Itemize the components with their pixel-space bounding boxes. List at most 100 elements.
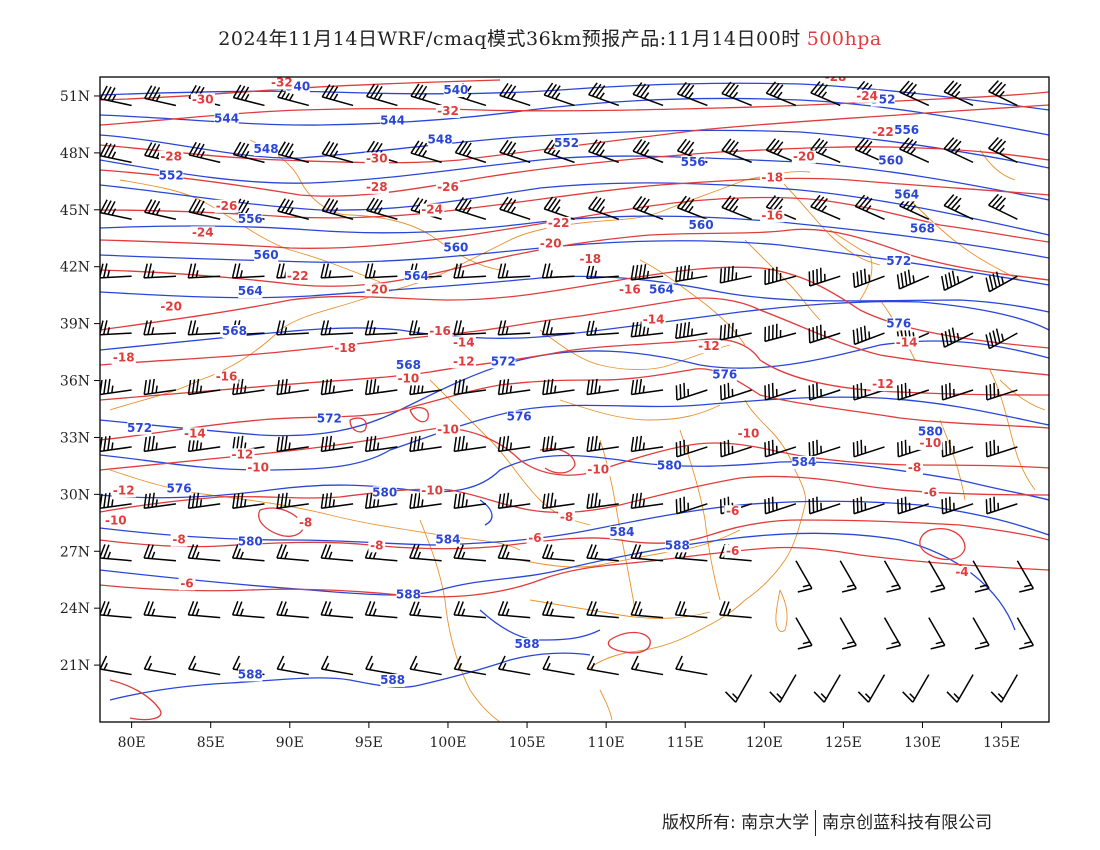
wind-barb	[632, 195, 664, 220]
wind-barb	[409, 601, 442, 619]
wind-barb	[454, 197, 487, 220]
isotherm-label-bg	[190, 93, 215, 107]
height-contour-label-bg	[404, 269, 429, 283]
isotherm-label-bg	[760, 209, 785, 223]
wind-barb	[453, 378, 487, 396]
wind-barb	[277, 198, 309, 221]
wind-barb	[100, 378, 132, 396]
wind-barb	[941, 496, 974, 515]
wind-barb	[854, 137, 885, 164]
wind-barb	[857, 674, 886, 703]
wind-barb	[143, 655, 177, 676]
isotherm-label: -22	[548, 216, 570, 230]
isotherm-label: -28	[825, 70, 847, 84]
wind-barb	[541, 320, 575, 336]
isotherm-label-bg	[364, 283, 389, 297]
wind-barb	[630, 544, 664, 562]
isotherm-label: -10	[421, 483, 443, 497]
wind-barb	[320, 655, 354, 676]
wind-barb	[764, 496, 797, 515]
wind-barb	[765, 138, 797, 164]
height-contour-label-bg	[443, 241, 468, 255]
height-contour-label: 560	[878, 153, 903, 167]
isotherm-label: -18	[579, 252, 601, 266]
isotherm-label-bg	[214, 370, 239, 384]
wind-barb	[899, 80, 930, 107]
height-contour-label: 560	[254, 248, 279, 262]
wind-barb	[497, 492, 531, 510]
isotherm-label-bg	[297, 516, 315, 530]
isotherm-label-bg	[178, 577, 196, 591]
height-contour-label-bg	[688, 218, 714, 232]
wind-barb	[232, 84, 265, 107]
height-contour-label-bg	[554, 137, 579, 151]
wind-barb	[675, 264, 708, 283]
wind-barb	[143, 263, 176, 279]
lat-tick-label: 51N	[60, 89, 90, 105]
lat-tick-label: 33N	[60, 430, 90, 446]
wind-barb	[630, 601, 664, 619]
wind-barb	[497, 601, 531, 619]
wind-barb	[276, 492, 309, 510]
wind-barb	[100, 435, 132, 453]
isotherm-label-bg	[435, 180, 461, 194]
height-contour-label-bg	[657, 459, 682, 473]
isotherm-label: -6	[726, 544, 739, 558]
isotherm-label: -20	[793, 149, 815, 163]
wind-barb	[188, 655, 221, 676]
wind-barb	[943, 194, 974, 220]
wind-barb	[409, 544, 442, 562]
wind-barb	[719, 382, 752, 401]
wind-barb	[453, 320, 486, 336]
height-contour-label: 576	[712, 368, 737, 382]
wind-barb	[1016, 617, 1035, 650]
isotherm-label: -14	[896, 335, 918, 349]
wind-barb	[675, 655, 708, 676]
wind-barb	[719, 601, 752, 619]
wind-barb	[100, 263, 132, 279]
isotherm-label: -10	[437, 423, 459, 437]
wind-barb	[453, 655, 487, 676]
isotherm-label: -24	[192, 225, 214, 239]
wind-barb	[852, 325, 885, 346]
wind-barb	[630, 655, 664, 676]
wind-barb	[232, 141, 265, 164]
isotherm-label-bg	[921, 486, 939, 500]
isotherm-label: -22	[287, 269, 309, 283]
isotherm-label-bg	[918, 436, 943, 450]
wind-barb	[188, 198, 221, 221]
isotherm-label-bg	[159, 150, 184, 164]
height-contour-label-bg	[609, 526, 635, 540]
wind-barb	[364, 601, 398, 619]
isotherm-label: -14	[453, 335, 475, 349]
wind-barb	[988, 80, 1018, 107]
wind-barb	[143, 492, 177, 510]
wind-barb	[320, 320, 354, 336]
isotherm-label: -32	[271, 75, 293, 89]
isotherm-label-bg	[906, 461, 923, 475]
wind-barb	[100, 601, 132, 619]
height-contour-label-bg	[159, 169, 184, 183]
wind-barb	[943, 137, 974, 164]
isotherm-label: -8	[370, 538, 383, 552]
isotherm-label-bg	[823, 77, 848, 84]
wind-barb	[497, 263, 531, 279]
wind-barb	[365, 83, 398, 107]
wind-barb	[499, 139, 531, 164]
wind-barb	[187, 601, 221, 619]
height-contour-label-bg	[681, 156, 706, 170]
wind-barb	[795, 560, 813, 593]
wind-barb	[320, 435, 354, 453]
height-contour-label: 568	[222, 324, 247, 338]
wind-barb	[100, 320, 132, 336]
height-contour-label-bg	[427, 133, 453, 147]
height-contour-label-bg	[649, 283, 674, 297]
wind-barb	[896, 269, 930, 290]
lon-tick-label: 120E	[746, 735, 783, 751]
wind-barb	[632, 82, 664, 107]
height-contour-label-bg	[712, 368, 737, 382]
wind-barb	[972, 617, 990, 650]
copyright-company: 南京创蓝科技有限公司	[822, 813, 993, 833]
title-level: 500hpa	[806, 28, 882, 50]
